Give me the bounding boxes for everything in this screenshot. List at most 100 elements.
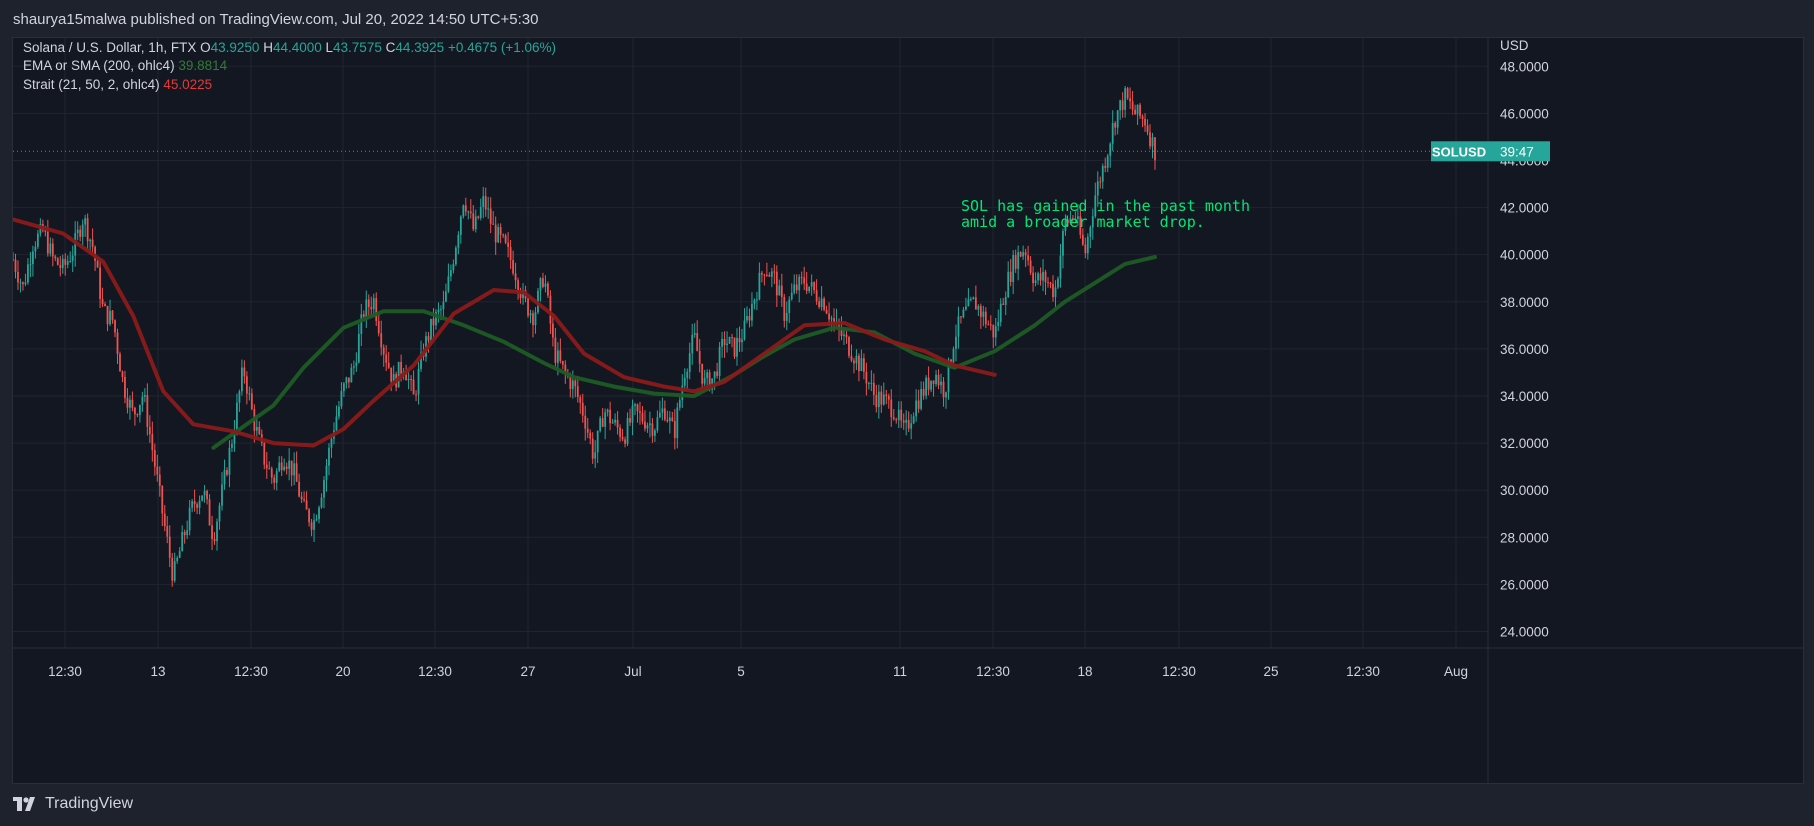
candle-body xyxy=(594,452,597,459)
candle-body xyxy=(206,490,208,500)
candle-body xyxy=(1124,88,1127,110)
candle-body xyxy=(328,447,330,466)
candle-body xyxy=(44,230,47,232)
legend-strait-row[interactable]: Strait (21, 50, 2, ohlc4) 45.0225 xyxy=(23,77,212,92)
candle-body xyxy=(186,530,189,536)
candle-body xyxy=(676,407,679,439)
candle-body xyxy=(1059,255,1062,279)
candle-body xyxy=(751,303,753,321)
candle-body xyxy=(420,352,422,369)
price-chart[interactable]: 48.000046.000044.000042.000040.000038.00… xyxy=(13,38,1803,783)
candle-body xyxy=(773,271,776,273)
candle-body xyxy=(56,258,59,265)
candle-body xyxy=(663,408,666,420)
candle-body xyxy=(61,258,64,269)
candle-body xyxy=(1027,255,1030,261)
candle-body xyxy=(783,297,786,321)
candle-body xyxy=(701,363,704,384)
candle-body xyxy=(392,374,395,382)
candle-body xyxy=(529,313,532,316)
candle-body xyxy=(320,497,323,508)
candle-body xyxy=(805,283,808,292)
candle-body xyxy=(965,306,967,310)
candle-body xyxy=(17,271,19,283)
candle-body xyxy=(305,500,308,510)
candle-body xyxy=(778,285,781,296)
candle-body xyxy=(539,278,542,291)
candle-body xyxy=(121,371,124,378)
candle-body xyxy=(64,258,67,265)
publisher-line: shaurya15malwa published on TradingView.… xyxy=(13,11,539,28)
candle-body xyxy=(54,256,57,259)
x-tick-label: 11 xyxy=(893,664,907,679)
candle-body xyxy=(36,233,39,247)
candle-body xyxy=(188,507,191,531)
candle-body xyxy=(76,229,79,234)
candle-body xyxy=(763,274,766,276)
candle-body xyxy=(534,312,537,326)
chart-panel[interactable]: 48.000046.000044.000042.000040.000038.00… xyxy=(12,37,1804,784)
candle-body xyxy=(362,314,365,317)
strait-label: Strait (21, 50, 2, ohlc4) xyxy=(23,77,160,92)
candle-body xyxy=(984,311,987,325)
candle-body xyxy=(435,311,437,326)
candle-body xyxy=(678,400,681,408)
candle-body xyxy=(323,480,325,498)
candle-body xyxy=(1096,181,1099,196)
candle-body xyxy=(134,407,136,415)
candle-body xyxy=(385,354,388,363)
x-tick-label: 12:30 xyxy=(976,664,1010,679)
candle-body xyxy=(845,334,848,338)
candle-body xyxy=(183,532,186,536)
candle-body xyxy=(29,264,32,266)
candle-body xyxy=(452,264,455,271)
ohlc-o-label: O xyxy=(200,40,211,55)
candle-body xyxy=(497,226,500,243)
candle-body xyxy=(509,246,512,261)
candle-body xyxy=(688,353,691,372)
candle-body xyxy=(499,226,502,235)
candle-body xyxy=(106,305,109,325)
candle-body xyxy=(895,419,898,421)
candle-body xyxy=(1034,280,1037,284)
candle-body xyxy=(27,264,29,283)
candle-body xyxy=(877,391,880,408)
candle-body xyxy=(758,272,761,300)
x-tick-label: 13 xyxy=(150,664,165,679)
candle-body xyxy=(586,428,589,433)
candle-body xyxy=(437,309,440,312)
candle-body xyxy=(681,385,684,401)
candle-body xyxy=(621,436,624,440)
tradingview-logo[interactable]: TradingView xyxy=(13,795,133,813)
candle-body xyxy=(790,292,793,300)
candle-body xyxy=(940,381,942,386)
candle-body xyxy=(917,400,920,409)
candle-body xyxy=(1062,231,1064,256)
candle-body xyxy=(863,358,865,372)
x-tick-label: 20 xyxy=(335,664,350,679)
candle-body xyxy=(191,501,194,508)
x-tick-label: Jul xyxy=(624,664,641,679)
candle-body xyxy=(733,337,736,357)
candle-body xyxy=(1091,216,1094,228)
candle-body xyxy=(1042,271,1044,281)
candle-body xyxy=(666,419,669,422)
ohlc-h-label: H xyxy=(263,40,273,55)
candle-body xyxy=(397,361,400,388)
candle-body xyxy=(974,297,977,310)
candle-body xyxy=(417,368,420,395)
candle-body xyxy=(559,350,562,362)
candle-body xyxy=(748,316,751,321)
candle-body xyxy=(947,359,950,393)
candle-body xyxy=(634,404,636,406)
ohlc-low: 43.7575 xyxy=(333,40,382,55)
candle-body xyxy=(741,339,743,343)
candle-body xyxy=(198,500,201,508)
legend-ema-row[interactable]: EMA or SMA (200, ohlc4) 39.8814 xyxy=(23,58,227,73)
candle-body xyxy=(178,551,181,558)
candle-body xyxy=(636,404,639,412)
candle-body xyxy=(671,417,674,421)
candle-body xyxy=(1069,218,1072,223)
candle-body xyxy=(564,364,567,373)
y-tick-label: 28.0000 xyxy=(1500,530,1549,545)
